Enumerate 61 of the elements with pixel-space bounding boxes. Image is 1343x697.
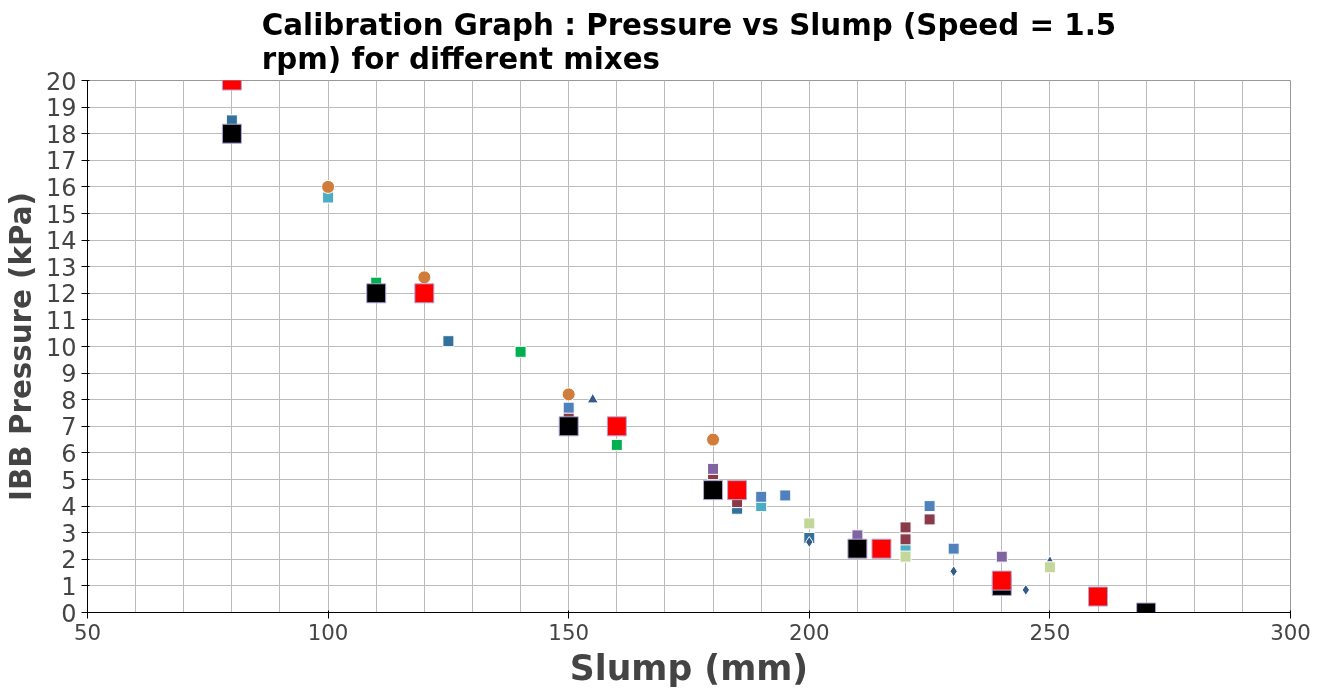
- y-tick-label: 8: [61, 386, 77, 415]
- y-tick-label: 9: [61, 360, 77, 389]
- y-axis-title: IBB Pressure (kPa): [3, 192, 38, 501]
- y-tick-label: 13: [45, 253, 77, 282]
- point: [995, 550, 1008, 563]
- point: [321, 179, 336, 194]
- point: [514, 345, 527, 358]
- y-tick-label: 17: [45, 147, 77, 176]
- y-tick-label: 7: [61, 413, 77, 442]
- y-tick-label: 14: [45, 227, 77, 256]
- x-tick-label: 100: [307, 619, 349, 645]
- point: [803, 517, 816, 530]
- point: [1043, 561, 1056, 574]
- point: [221, 123, 242, 144]
- point: [561, 387, 576, 402]
- point: [847, 538, 868, 559]
- y-tick-label: 18: [45, 120, 77, 149]
- x-tick-label: 300: [1270, 619, 1311, 645]
- y-tick-label: 19: [45, 94, 77, 123]
- y-tick-label: 4: [61, 493, 77, 522]
- point: [871, 538, 892, 559]
- point: [779, 489, 792, 502]
- point: [899, 521, 912, 534]
- y-tick-label: 3: [61, 519, 77, 548]
- point: [417, 270, 432, 285]
- x-tick-label: 150: [548, 619, 590, 645]
- y-tick-label: 2: [61, 546, 77, 575]
- point: [442, 335, 455, 348]
- point: [727, 480, 748, 501]
- point: [923, 500, 936, 513]
- y-tick-label: 11: [45, 306, 77, 335]
- point: [899, 550, 912, 563]
- y-tick-label: 20: [45, 67, 77, 96]
- point: [755, 490, 768, 503]
- chart-title: Calibration Graph : Pressure vs Slump (Speed = 1.5 rpm) for different mixes: [261, 7, 1117, 76]
- point: [703, 480, 724, 501]
- point: [562, 401, 575, 414]
- y-tick-label: 5: [61, 466, 77, 495]
- y-tick-label: 12: [45, 280, 77, 309]
- x-tick-label: 200: [788, 619, 830, 645]
- y-tick-label: 6: [61, 439, 77, 468]
- y-tick-label: 1: [61, 572, 77, 601]
- point: [706, 432, 721, 447]
- y-tick-label: 15: [45, 200, 77, 229]
- point: [1021, 583, 1031, 596]
- x-tick-label: 250: [1029, 619, 1071, 645]
- point: [991, 570, 1012, 591]
- point: [606, 416, 627, 437]
- point: [1088, 586, 1109, 607]
- point: [899, 533, 912, 546]
- x-axis-title: Slump (mm): [569, 647, 809, 688]
- point: [366, 283, 387, 304]
- point: [586, 392, 599, 404]
- point: [414, 283, 435, 304]
- y-tick-label: 16: [45, 173, 77, 202]
- point: [923, 513, 936, 526]
- y-tick-label: 10: [45, 333, 77, 362]
- point: [558, 416, 579, 437]
- point: [947, 542, 960, 555]
- point: [610, 438, 623, 451]
- point: [707, 462, 720, 475]
